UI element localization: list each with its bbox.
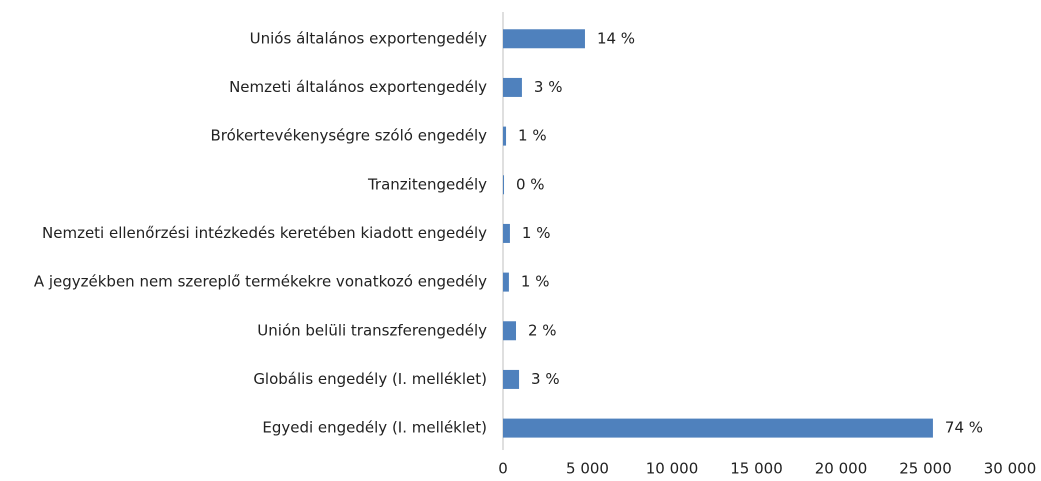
bar [503,29,585,49]
y-tick-label: Brókertevékenységre szóló engedély [211,127,488,145]
x-tick-label: 5 000 [566,460,609,478]
bar [503,223,510,243]
y-tick-label: Uniós általános exportengedély [250,29,487,47]
y-tick-label: Unión belüli transzferengedély [257,321,487,339]
y-tick-label: Tranzitengedély [367,175,487,193]
value-label: 1 % [522,224,551,242]
x-tick-label: 0 [498,460,508,478]
x-tick-label: 30 000 [984,460,1037,478]
y-tick-label: A jegyzékben nem szereplő termékekre von… [34,273,487,291]
value-label: 0 % [516,175,545,193]
x-tick-label: 10 000 [646,460,699,478]
y-tick-label: Globális engedély (I. melléklet) [253,370,487,388]
y-tick-label: Nemzeti ellenőrzési intézkedés keretében… [42,224,487,242]
x-tick-label: 20 000 [815,460,868,478]
bar [503,175,505,195]
y-tick-label: Egyedi engedély (I. melléklet) [262,419,487,437]
bar [503,418,933,438]
bar [503,126,507,146]
bar [503,369,520,389]
bar [503,321,517,341]
x-tick-label: 25 000 [899,460,952,478]
value-label: 1 % [518,127,547,145]
value-label: 14 % [597,29,635,47]
value-label: 3 % [534,78,563,96]
value-label: 1 % [521,273,550,291]
y-tick-label: Nemzeti általános exportengedély [229,78,487,96]
value-label: 3 % [531,370,560,388]
value-label: 74 % [945,419,983,437]
bar [503,272,509,292]
value-label: 2 % [528,321,557,339]
x-tick-label: 15 000 [730,460,783,478]
bar [503,77,522,97]
